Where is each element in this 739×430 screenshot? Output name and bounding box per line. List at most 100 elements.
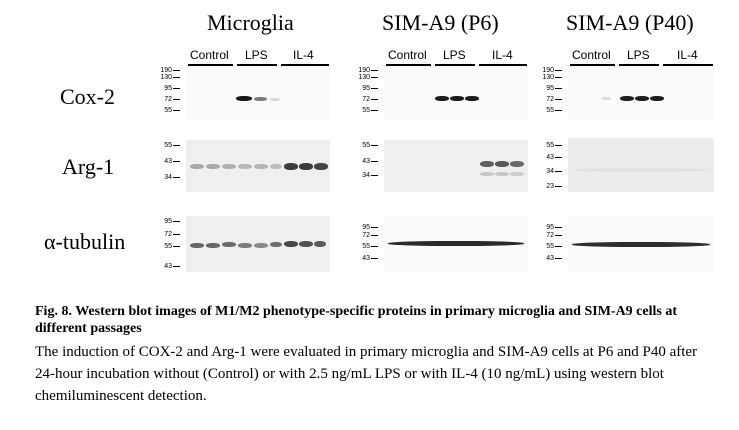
mw-marker: 95 — [152, 218, 180, 226]
band — [572, 168, 710, 172]
band — [299, 241, 313, 247]
mw-marker: 95 — [152, 85, 180, 93]
band — [495, 172, 509, 176]
band — [270, 242, 282, 247]
panel-title-sim-a9-p40: SIM-A9 (P40) — [566, 10, 694, 35]
panel-title-microglia: Microglia — [207, 10, 294, 35]
band — [314, 241, 326, 247]
condition-line — [663, 64, 713, 66]
mw-marker: 72 — [152, 96, 180, 104]
condition-label-il4: IL-4 — [492, 48, 513, 62]
condition-label-control: Control — [190, 48, 229, 62]
condition-label-il4: IL-4 — [293, 48, 314, 62]
mw-marker: 72 — [350, 96, 378, 104]
condition-line — [570, 64, 615, 66]
band — [572, 242, 710, 247]
band — [314, 163, 328, 170]
blot-tubulin-sim-a9-p6 — [384, 216, 528, 272]
mw-marker: 190 — [350, 67, 378, 75]
condition-line — [619, 64, 659, 66]
band — [270, 98, 280, 101]
mw-marker: 55 — [534, 107, 562, 115]
mw-marker: 130 — [152, 74, 180, 82]
mw-marker: 55 — [534, 243, 562, 251]
mw-marker: 34 — [350, 172, 378, 180]
band — [238, 164, 252, 169]
mw-marker: 72 — [534, 96, 562, 104]
mw-marker: 55 — [152, 107, 180, 115]
mw-marker: 190 — [152, 67, 180, 75]
protein-label-tubulin: α-tubulin — [44, 229, 126, 254]
condition-label-control: Control — [388, 48, 427, 62]
panel-title-sim-a9-p6: SIM-A9 (P6) — [382, 10, 499, 35]
band — [480, 172, 494, 176]
mw-marker: 23 — [534, 183, 562, 191]
mw-marker: 55 — [534, 142, 562, 150]
band — [190, 243, 204, 248]
condition-line — [479, 64, 527, 66]
condition-label-control: Control — [572, 48, 611, 62]
condition-label-il4: IL-4 — [677, 48, 698, 62]
band — [650, 96, 664, 101]
band — [254, 97, 267, 101]
mw-marker: 55 — [152, 243, 180, 251]
band — [238, 243, 252, 248]
band — [465, 96, 479, 101]
protein-label-cox2: Cox-2 — [60, 84, 115, 109]
band — [510, 161, 524, 167]
mw-marker: 43 — [534, 255, 562, 263]
condition-line — [386, 64, 431, 66]
mw-marker: 95 — [350, 85, 378, 93]
condition-line — [435, 64, 475, 66]
band — [635, 96, 649, 101]
blot-arg1-microglia — [186, 140, 330, 192]
band — [435, 96, 449, 101]
mw-marker: 55 — [350, 243, 378, 251]
band — [254, 243, 268, 248]
protein-label-arg1: Arg-1 — [62, 154, 115, 179]
band — [299, 163, 313, 170]
condition-line — [237, 64, 277, 66]
band — [222, 242, 236, 247]
band — [601, 97, 611, 100]
mw-marker: 95 — [534, 85, 562, 93]
mw-marker: 34 — [534, 168, 562, 176]
mw-marker: 43 — [152, 158, 180, 166]
blot-arg1-sim-a9-p6 — [384, 140, 528, 192]
mw-marker: 95 — [534, 224, 562, 232]
mw-marker: 55 — [350, 107, 378, 115]
band — [495, 161, 509, 167]
band — [388, 241, 524, 246]
condition-line — [281, 64, 329, 66]
mw-marker: 130 — [350, 74, 378, 82]
figure-caption-heading: Fig. 8. Western blot images of M1/M2 phe… — [35, 304, 678, 336]
mw-marker: 34 — [152, 174, 180, 182]
mw-marker: 95 — [350, 224, 378, 232]
band — [206, 243, 220, 248]
band — [284, 163, 298, 170]
band — [620, 96, 634, 101]
blot-cox2-sim-a9-p40 — [568, 66, 714, 120]
band — [450, 96, 464, 101]
mw-marker: 72 — [534, 232, 562, 240]
mw-marker: 43 — [350, 255, 378, 263]
condition-label-lps: LPS — [627, 48, 650, 62]
mw-marker: 130 — [534, 74, 562, 82]
band — [270, 164, 282, 169]
band — [284, 241, 298, 247]
mw-marker: 190 — [534, 67, 562, 75]
band — [510, 172, 524, 176]
condition-label-lps: LPS — [245, 48, 268, 62]
mw-marker: 72 — [350, 232, 378, 240]
mw-marker: 43 — [152, 263, 180, 271]
band — [254, 164, 268, 169]
mw-marker: 55 — [152, 142, 180, 150]
band — [236, 96, 252, 101]
mw-marker: 43 — [350, 158, 378, 166]
mw-marker: 43 — [534, 154, 562, 162]
mw-marker: 55 — [350, 142, 378, 150]
condition-line — [188, 64, 233, 66]
blot-cox2-sim-a9-p6 — [384, 66, 528, 120]
figure-caption-body: The induction of COX-2 and Arg-1 were ev… — [35, 344, 698, 404]
condition-label-lps: LPS — [443, 48, 466, 62]
